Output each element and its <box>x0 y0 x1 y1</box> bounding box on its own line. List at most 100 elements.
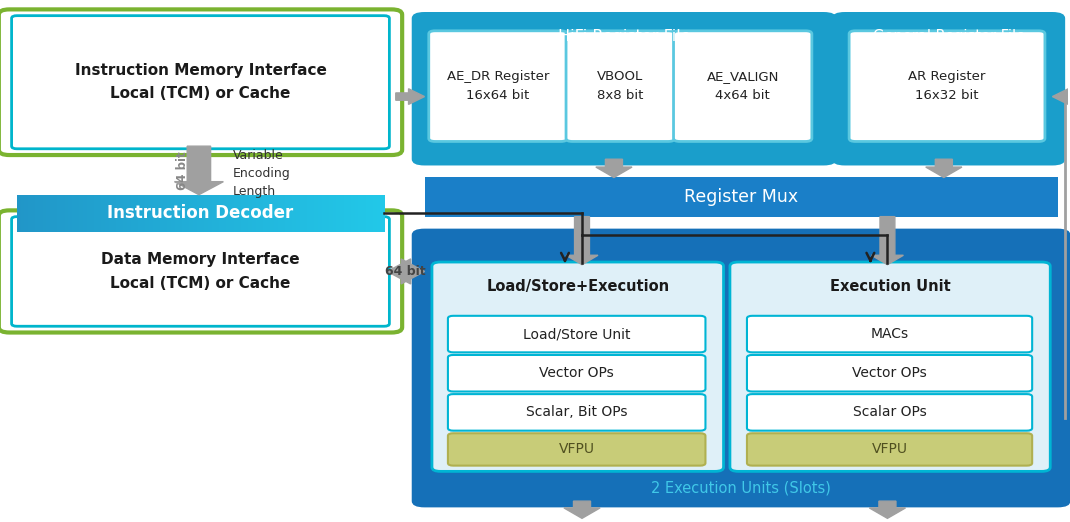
Bar <box>83 195 88 232</box>
Bar <box>72 195 77 232</box>
Bar <box>366 195 370 232</box>
Bar <box>274 195 278 232</box>
Text: HiFi Register File: HiFi Register File <box>557 29 690 44</box>
Bar <box>32 195 36 232</box>
Bar <box>310 195 316 232</box>
FancyBboxPatch shape <box>832 12 1065 165</box>
Text: AE_VALIGN
4x64 bit: AE_VALIGN 4x64 bit <box>706 70 779 102</box>
FancyBboxPatch shape <box>412 12 837 165</box>
Text: 2 Execution Units (Slots): 2 Execution Units (Slots) <box>652 481 831 495</box>
Bar <box>369 195 374 232</box>
Bar <box>25 195 29 232</box>
FancyBboxPatch shape <box>850 31 1045 141</box>
Bar <box>208 195 213 232</box>
FancyArrow shape <box>566 217 598 265</box>
Text: MACs: MACs <box>871 327 908 341</box>
Bar <box>35 195 40 232</box>
Text: Scalar OPs: Scalar OPs <box>853 406 927 419</box>
Bar <box>377 195 382 232</box>
Bar <box>328 195 334 232</box>
Bar <box>68 195 73 232</box>
Text: Load/Store Unit: Load/Store Unit <box>523 327 630 341</box>
Text: VFPU: VFPU <box>872 443 907 456</box>
Bar <box>266 195 272 232</box>
Bar <box>135 195 139 232</box>
Text: Instruction Memory Interface
Local (TCM) or Cache: Instruction Memory Interface Local (TCM)… <box>75 63 326 101</box>
Bar <box>289 195 293 232</box>
Bar <box>373 195 378 232</box>
Text: Data Memory Interface
Local (TCM) or Cache: Data Memory Interface Local (TCM) or Cac… <box>102 252 300 291</box>
Bar <box>156 195 162 232</box>
FancyArrow shape <box>926 159 962 177</box>
FancyBboxPatch shape <box>747 316 1033 352</box>
Bar <box>131 195 136 232</box>
Text: AE_DR Register
16x64 bit: AE_DR Register 16x64 bit <box>447 70 549 102</box>
Bar <box>189 195 195 232</box>
Bar <box>76 195 80 232</box>
Text: Vector OPs: Vector OPs <box>852 366 927 380</box>
Bar <box>259 195 264 232</box>
Text: Instruction Decoder: Instruction Decoder <box>107 205 293 222</box>
Bar <box>245 195 249 232</box>
Bar <box>362 195 367 232</box>
Bar <box>127 195 132 232</box>
Bar <box>425 177 1058 217</box>
Bar <box>200 195 205 232</box>
FancyBboxPatch shape <box>412 229 1070 507</box>
Bar <box>238 195 242 232</box>
Bar <box>50 195 55 232</box>
Bar <box>251 195 257 232</box>
Text: Register Mux: Register Mux <box>684 188 798 206</box>
FancyArrow shape <box>869 501 905 518</box>
Bar <box>58 195 62 232</box>
Bar <box>233 195 239 232</box>
Bar <box>307 195 311 232</box>
Bar <box>160 195 165 232</box>
Bar <box>43 195 47 232</box>
Bar <box>179 195 183 232</box>
FancyBboxPatch shape <box>0 9 402 155</box>
Bar <box>277 195 282 232</box>
Bar <box>315 195 319 232</box>
Bar <box>215 195 220 232</box>
Text: Variable
Encoding
Length: Variable Encoding Length <box>233 149 291 198</box>
Bar <box>223 195 227 232</box>
Bar <box>248 195 253 232</box>
Bar <box>182 195 187 232</box>
Bar <box>64 195 70 232</box>
FancyArrow shape <box>174 146 224 195</box>
FancyBboxPatch shape <box>432 262 723 471</box>
Bar <box>120 195 124 232</box>
Bar <box>90 195 95 232</box>
Bar <box>256 195 260 232</box>
Text: General Register File: General Register File <box>872 29 1025 44</box>
Text: Scalar, Bit OPs: Scalar, Bit OPs <box>526 406 627 419</box>
Bar <box>186 195 190 232</box>
FancyArrow shape <box>564 501 600 518</box>
Bar <box>322 195 326 232</box>
FancyBboxPatch shape <box>747 355 1033 392</box>
Bar <box>112 195 117 232</box>
Bar <box>54 195 59 232</box>
Bar <box>109 195 113 232</box>
FancyArrow shape <box>401 259 425 284</box>
Bar <box>226 195 231 232</box>
FancyArrow shape <box>596 159 632 177</box>
FancyArrow shape <box>387 259 411 284</box>
FancyBboxPatch shape <box>747 433 1033 466</box>
Bar <box>351 195 355 232</box>
Bar <box>343 195 349 232</box>
Text: Execution Unit: Execution Unit <box>829 279 950 293</box>
FancyBboxPatch shape <box>12 16 389 149</box>
Bar <box>281 195 286 232</box>
Bar <box>197 195 201 232</box>
FancyArrow shape <box>396 89 425 104</box>
Bar <box>348 195 352 232</box>
Bar <box>105 195 110 232</box>
Bar <box>79 195 85 232</box>
Bar <box>303 195 308 232</box>
Bar <box>146 195 150 232</box>
Text: AR Register
16x32 bit: AR Register 16x32 bit <box>908 70 985 102</box>
Bar <box>333 195 337 232</box>
Bar <box>102 195 106 232</box>
